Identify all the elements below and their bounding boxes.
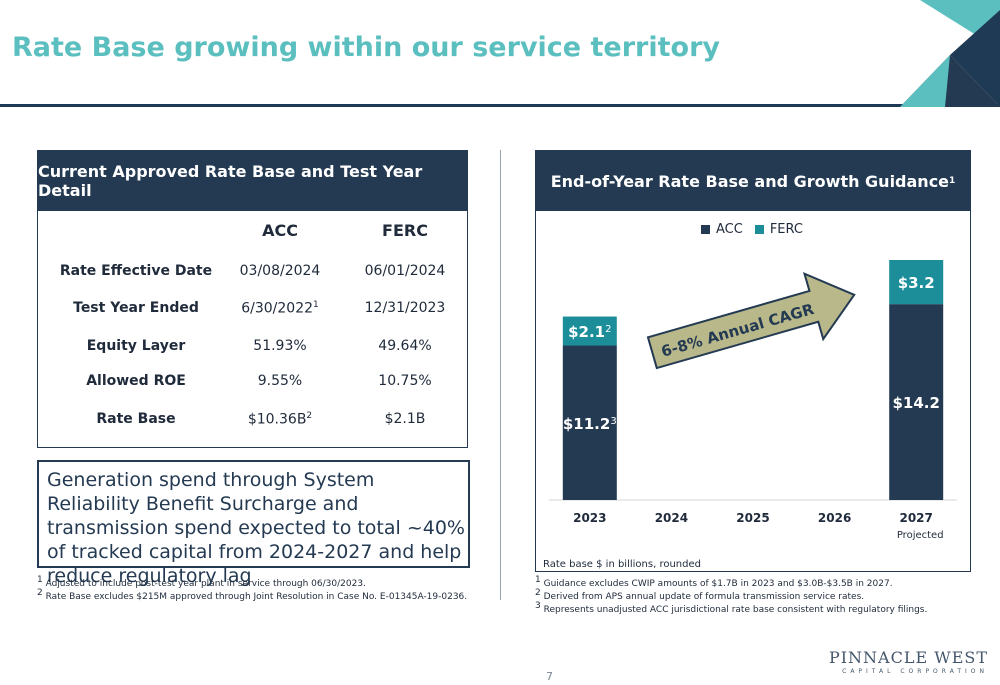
table-heading: Current Approved Rate Base and Test Year…: [38, 151, 467, 211]
chart-note: Rate base $ in billions, rounded: [543, 559, 701, 570]
footnote: 2 Derived from APS annual update of form…: [535, 587, 864, 604]
footnote-text: Rate Base excludes $215M approved throug…: [42, 592, 468, 602]
legend-item: FERC: [752, 222, 806, 237]
ferc-value: $2.1B: [384, 411, 426, 427]
x-tick-label: 2027: [899, 511, 932, 525]
bar-acc-2027: [889, 304, 944, 500]
footnote-text: Derived from APS annual update of formul…: [540, 592, 865, 602]
legend-swatch: [701, 225, 710, 234]
legend-swatch: [754, 225, 764, 234]
title-rule: [0, 104, 1000, 107]
x-tick-label: 2024: [655, 511, 688, 525]
column-header-ferc: FERC: [382, 221, 428, 240]
acc-value: $10.36B2: [247, 411, 313, 428]
company-logo: PINNACLE WEST CAPITAL CORPORATION: [829, 648, 988, 675]
row-label: Rate Base: [96, 411, 176, 427]
acc-value: 51.93%: [253, 338, 307, 354]
row-label: Test Year Ended: [73, 300, 199, 316]
footnote-text: Guidance excludes CWIP amounts of $1.7B …: [540, 579, 893, 589]
superscript: 1: [313, 300, 319, 310]
row-label: Equity Layer: [86, 338, 186, 354]
chart-title-sup: 1: [949, 176, 956, 186]
cagr-arrow: 6-8% Annual CAGR: [646, 271, 856, 370]
footnote-marker: 2: [37, 588, 43, 598]
page-number: 7: [546, 670, 553, 683]
row-label: Rate Effective Date: [59, 263, 213, 279]
callout-box: Generation spend through System Reliabil…: [37, 460, 470, 587]
corner-decoration: [900, 0, 1000, 107]
rate-base-table: ACC FERC Rate Effective Date 03/08/2024 06…: [38, 211, 467, 447]
rate-base-table-panel: Current Approved Rate Base and Test Year…: [37, 150, 468, 448]
ferc-value: 06/01/2024: [364, 263, 446, 279]
footnote-text: Represents unadjusted ACC jurisdictional…: [540, 605, 928, 615]
legend-label: FERC: [769, 222, 803, 237]
page-title: Rate Base growing within our service ter…: [12, 32, 720, 63]
data-label: $2.12: [568, 323, 611, 341]
legend-item: ACC: [698, 222, 746, 237]
superscript: 2: [306, 411, 313, 421]
footnote: 2 Rate Base excludes $215M approved thro…: [37, 587, 467, 604]
data-label: $11.23: [563, 415, 617, 433]
x-tick-label: 2023: [573, 511, 606, 525]
footnote: 1 Guidance excludes CWIP amounts of $1.7…: [535, 574, 893, 591]
logo-sub-text: CAPITAL CORPORATION: [842, 668, 988, 675]
x-tick-label: 2026: [818, 511, 851, 525]
bar-acc-2023: [562, 345, 617, 500]
ferc-value: 49.64%: [378, 338, 432, 354]
legend-label: ACC: [716, 222, 743, 237]
data-label: $14.2: [892, 394, 939, 412]
column-header-acc: ACC: [262, 221, 298, 240]
data-label: $3.2: [898, 274, 935, 292]
chart-title: End-of-Year Rate Base and Growth Guidanc…: [550, 171, 950, 191]
footnote-marker: 1: [535, 575, 541, 585]
rate-base-chart: $11.23 $2.12 2023 2024 2025 2026 $14.2 $3.2 2027…: [543, 260, 957, 570]
footnote: 3 Represents unadjusted ACC jurisdiction…: [535, 600, 927, 617]
x-tick-label: 2025: [736, 511, 769, 525]
arrow-shape: [646, 271, 856, 370]
acc-value: 03/08/2024: [239, 263, 321, 279]
footnote-marker: 3: [535, 601, 541, 611]
ferc-value: 10.75%: [378, 373, 432, 389]
row-label: Allowed ROE: [86, 373, 186, 389]
footnote-marker: 2: [535, 588, 541, 598]
footnote-text: Adjusted to include post-test year plant…: [42, 579, 366, 589]
x-tick-sublabel: Projected: [897, 530, 944, 541]
acc-value: 9.55%: [257, 373, 303, 389]
chart-legend: ACC FERC: [535, 222, 969, 237]
bar-ferc-2027: [889, 260, 944, 305]
footnote: 1 Adjusted to include post-test year pla…: [37, 574, 366, 591]
chart-heading: End-of-Year Rate Base and Growth Guidanc…: [536, 151, 970, 211]
ferc-value: 12/31/2023: [364, 300, 446, 316]
logo-main-text: PINNACLE WEST: [828, 648, 988, 667]
acc-value: 6/30/20221: [241, 300, 319, 317]
bar-ferc-2023: [562, 316, 617, 346]
panel-divider: [500, 150, 501, 600]
footnote-marker: 1: [37, 575, 43, 585]
